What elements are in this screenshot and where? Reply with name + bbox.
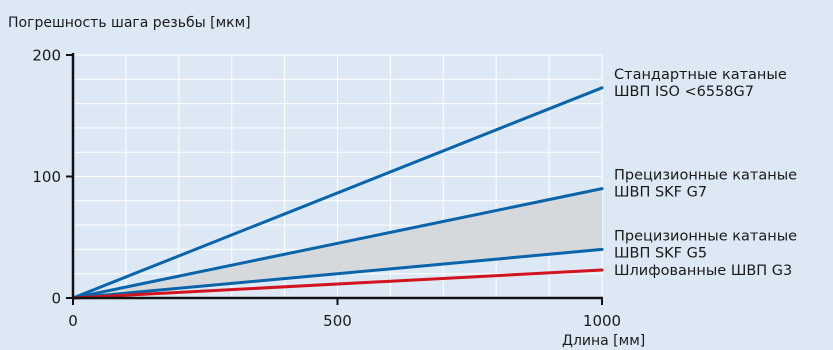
y-tick-label: 200 (32, 47, 61, 65)
series-label: ШВП SKF G7 (614, 185, 707, 201)
x-tick-label: 0 (68, 312, 78, 330)
series-label: Прецизионные катаные (614, 168, 797, 184)
series-line (71, 268, 604, 300)
series-line (71, 86, 604, 300)
series-layer (71, 86, 604, 300)
labels: Погрешность шага резьбы [мкм] Длина [мм]… (8, 15, 797, 349)
x-axis-title: Длина [мм] (562, 333, 645, 349)
y-axis-title: Погрешность шага резьбы [мкм] (8, 15, 251, 31)
series-label: Шлифованные ШВП G3 (614, 263, 792, 279)
series-label: Прецизионные катаные (614, 228, 797, 244)
series-label: ШВП SKF G5 (614, 245, 707, 261)
axes: 0 100 200 0 500 1000 (32, 47, 621, 331)
series-label: Стандартные катаные (614, 67, 787, 83)
series-line (71, 187, 604, 300)
x-tick-label: 1000 (583, 312, 621, 330)
y-tick-label: 100 (32, 168, 61, 186)
y-tick-label: 0 (51, 290, 61, 308)
series-line (71, 247, 604, 300)
x-tick-label: 500 (323, 312, 352, 330)
series-label: ШВП ISO <6558G7 (614, 84, 754, 100)
